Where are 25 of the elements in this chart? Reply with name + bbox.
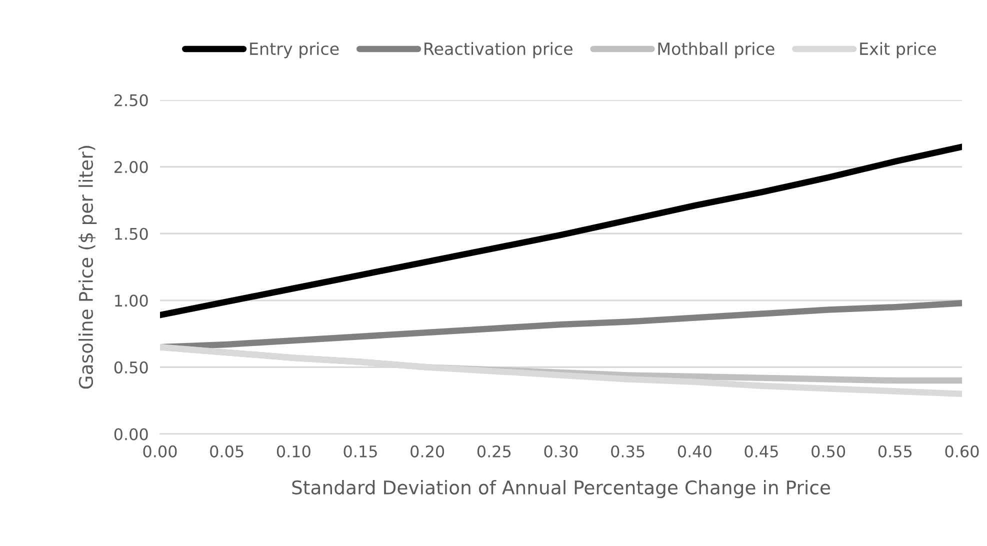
y-tick-label: 1.00 bbox=[115, 294, 148, 307]
x-tick-label: 0.05 bbox=[210, 445, 244, 458]
x-tick-label: 0.25 bbox=[477, 445, 511, 458]
x-tick-label: 0.20 bbox=[410, 445, 444, 458]
y-tick-label: 2.00 bbox=[114, 161, 148, 174]
x-tick-label: 0.00 bbox=[143, 445, 177, 458]
x-tick-label: 0.50 bbox=[812, 445, 846, 458]
legend-label: Mothball price bbox=[658, 42, 774, 58]
x-tick-label: 0.55 bbox=[878, 445, 912, 458]
y-tick-label: 2.50 bbox=[114, 94, 148, 106]
x-tick-label: 0.60 bbox=[945, 445, 979, 458]
x-tick-label: 0.10 bbox=[276, 445, 310, 458]
y-axis-title: Gasoline Price ($ per liter) bbox=[78, 146, 97, 389]
legend-label: Reactivation price bbox=[424, 42, 572, 58]
x-tick-label: 0.35 bbox=[611, 445, 644, 458]
x-tick-label: 0.45 bbox=[744, 445, 778, 458]
legend-label: Entry price bbox=[250, 42, 339, 58]
legend-label: Exit price bbox=[860, 42, 936, 58]
x-tick-label: 0.30 bbox=[544, 445, 578, 458]
x-tick-label: 0.40 bbox=[678, 445, 712, 458]
x-axis-title: Standard Deviation of Annual Percentage Change in Price bbox=[292, 480, 830, 498]
y-tick-label: 0.00 bbox=[114, 428, 148, 440]
x-tick-label: 0.15 bbox=[344, 445, 377, 458]
y-tick-label: 0.50 bbox=[114, 361, 148, 374]
y-tick-label: 1.50 bbox=[115, 228, 148, 240]
